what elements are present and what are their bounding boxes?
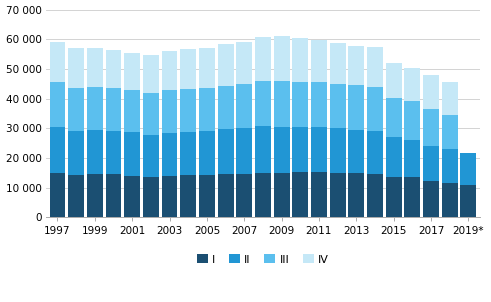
Bar <box>180 89 196 132</box>
Bar <box>255 81 271 126</box>
Bar <box>423 109 439 146</box>
Bar <box>143 135 159 177</box>
Bar <box>311 82 327 127</box>
Bar <box>348 130 364 173</box>
Bar <box>442 82 458 114</box>
Bar <box>50 82 65 127</box>
Bar <box>180 132 196 175</box>
Bar <box>143 94 159 135</box>
Bar <box>461 185 476 217</box>
Bar <box>386 137 402 177</box>
Bar <box>329 84 346 128</box>
Bar <box>423 146 439 181</box>
Bar <box>143 55 159 94</box>
Bar <box>405 68 420 101</box>
Bar <box>292 82 308 127</box>
Bar <box>87 48 103 87</box>
Legend: I, II, III, IV: I, II, III, IV <box>192 250 334 269</box>
Bar <box>461 153 476 185</box>
Bar <box>50 127 65 173</box>
Bar <box>367 131 383 174</box>
Bar <box>162 176 177 217</box>
Bar <box>273 36 290 81</box>
Bar <box>199 88 215 131</box>
Bar <box>68 131 84 175</box>
Bar <box>218 174 234 217</box>
Bar <box>162 51 177 90</box>
Bar <box>162 133 177 176</box>
Bar <box>292 38 308 82</box>
Bar <box>273 81 290 127</box>
Bar <box>348 85 364 130</box>
Bar <box>68 175 84 217</box>
Bar <box>106 131 121 175</box>
Bar <box>367 174 383 217</box>
Bar <box>367 87 383 131</box>
Bar <box>423 181 439 217</box>
Bar <box>255 173 271 217</box>
Bar <box>348 173 364 217</box>
Bar <box>143 177 159 217</box>
Bar <box>68 48 84 88</box>
Bar <box>255 126 271 173</box>
Bar <box>124 90 140 132</box>
Bar <box>68 88 84 131</box>
Bar <box>106 50 121 88</box>
Bar <box>292 172 308 217</box>
Bar <box>50 173 65 217</box>
Bar <box>329 43 346 84</box>
Bar <box>236 128 252 174</box>
Bar <box>124 53 140 90</box>
Bar <box>106 88 121 131</box>
Bar <box>162 90 177 133</box>
Bar <box>442 114 458 149</box>
Bar <box>273 173 290 217</box>
Bar <box>442 183 458 217</box>
Bar <box>236 84 252 128</box>
Bar <box>386 98 402 137</box>
Bar <box>180 49 196 89</box>
Bar <box>218 44 234 86</box>
Bar <box>87 87 103 130</box>
Bar <box>236 174 252 217</box>
Bar <box>405 177 420 217</box>
Bar <box>87 130 103 174</box>
Bar <box>124 132 140 176</box>
Bar <box>106 175 121 217</box>
Bar <box>50 42 65 82</box>
Bar <box>329 128 346 173</box>
Bar <box>348 46 364 85</box>
Bar <box>292 127 308 172</box>
Bar <box>311 40 327 82</box>
Bar <box>273 127 290 173</box>
Bar <box>386 63 402 98</box>
Bar <box>218 129 234 174</box>
Bar <box>199 47 215 88</box>
Bar <box>218 86 234 129</box>
Bar <box>87 174 103 217</box>
Bar <box>124 176 140 217</box>
Bar <box>386 177 402 217</box>
Bar <box>199 175 215 217</box>
Bar <box>311 127 327 172</box>
Bar <box>423 75 439 109</box>
Bar <box>255 37 271 81</box>
Bar <box>236 42 252 84</box>
Bar <box>367 47 383 87</box>
Bar <box>405 101 420 140</box>
Bar <box>405 140 420 177</box>
Bar <box>180 175 196 217</box>
Bar <box>329 173 346 217</box>
Bar <box>199 131 215 175</box>
Bar <box>442 149 458 183</box>
Bar <box>311 172 327 217</box>
